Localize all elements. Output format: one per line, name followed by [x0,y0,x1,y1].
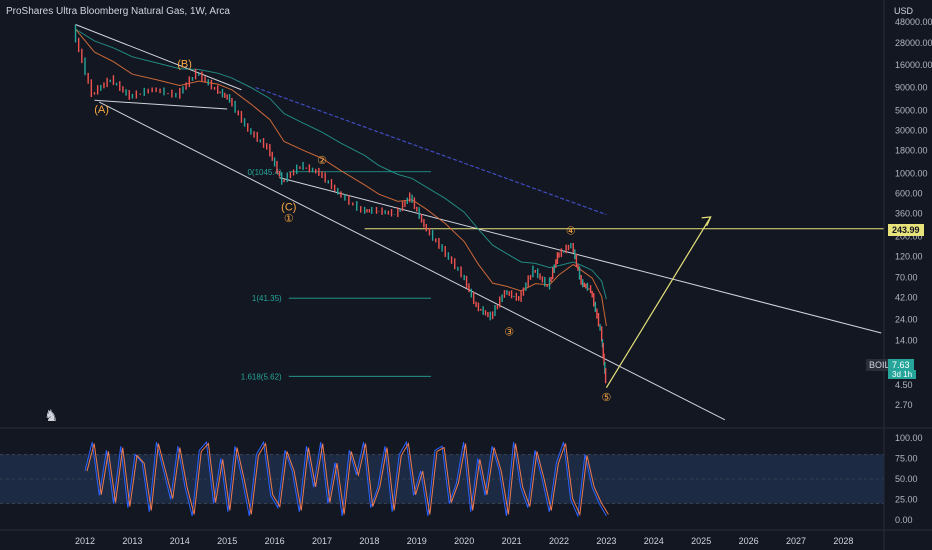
countdown-badge: 3d 1h [888,370,917,379]
wave-label: ② [317,155,327,167]
y-tick-label: 24.00 [895,314,918,324]
wave-label: (A) [94,104,109,116]
price-pane: 0(1045.4) 1(41.35) 1.618(5.62) (B) (A) (C)① ② ③… [74,24,884,421]
oscillator-tick-label: 50.00 [895,474,918,484]
x-tick-label: 2016 [265,536,285,546]
slow-ema-line [75,28,607,300]
wave-label: ① [284,213,294,225]
y-tick-label: 70.00 [895,273,918,283]
y-tick-label: 600.00 [895,189,923,199]
x-tick-label: 2027 [786,536,806,546]
channel-lower-line [98,101,726,421]
oscillator-pane [0,440,884,518]
fib-level-label: 1.618(5.62) [241,372,282,381]
oscillator-tick-label: 75.00 [895,454,918,464]
y-tick-label: 16000.00 [895,60,932,70]
projection-arrow-line [605,216,712,389]
chart-title: ProShares Ultra Bloomberg Natural Gas, 1… [6,6,230,17]
y-tick-label: 3000.00 [895,126,928,136]
x-tick-label: 2022 [549,536,569,546]
ticker-badge: BOIL [866,359,893,371]
x-tick-label: 2020 [454,536,474,546]
x-tick-label: 2024 [644,536,664,546]
x-tick-label: 2014 [170,536,190,546]
fast-ema-line [75,28,607,327]
x-tick-label: 2017 [312,536,332,546]
x-tick-label: 2025 [691,536,711,546]
x-tick-label: 2021 [502,536,522,546]
oscillator-tick-label: 0.00 [895,515,913,525]
channel-upper-segment [75,24,242,91]
y-tick-label: 1000.00 [895,169,928,179]
fib-level-label: 0(1045.4) [247,168,282,177]
oscillator-tick-label: 100.00 [895,433,923,443]
y-tick-label: 9000.00 [895,83,928,93]
wave-label: ③ [504,326,514,338]
fib-level-label: 1(41.35) [252,294,282,303]
long-trend-line [255,86,607,216]
x-tick-label: 2026 [739,536,759,546]
y-tick-label: 48000.00 [895,17,932,27]
x-tick-label: 2012 [75,536,95,546]
triangle-lower-line [94,99,228,110]
y-tick-label: 14.00 [895,336,918,346]
y-tick-label: 360.00 [895,209,923,219]
projection-arrow-head [701,216,712,227]
wave-label: (C) [281,201,296,213]
last-price-badge: 7.63 [888,359,914,371]
x-tick-label: 2013 [122,536,142,546]
oscillator-tick-label: 25.00 [895,495,918,505]
channel-upper-line [279,177,882,334]
y-tick-label: 28000.00 [895,38,932,48]
x-tick-label: 2019 [407,536,427,546]
y-tick-label: 1800.00 [895,146,928,156]
oscillator-k-line [84,440,607,518]
x-tick-label: 2023 [596,536,616,546]
y-tick-label: 200.00 [895,232,923,242]
oscillator-d-line [86,442,609,517]
x-tick-label: 2015 [217,536,237,546]
wave-label: ④ [566,226,576,238]
wave-label: (B) [177,59,192,71]
y-tick-label: 5000.00 [895,106,928,116]
logo-icon: ♞ [44,408,59,425]
wave-label: ⑤ [601,392,611,404]
target-price-badge: 243.99 [888,224,924,236]
x-tick-label: 2028 [833,536,853,546]
currency-label: USD [894,6,914,16]
y-tick-label: 120.00 [895,251,923,261]
y-tick-label: 4.50 [895,380,913,390]
x-tick-label: 2018 [359,536,379,546]
y-tick-label: 2.70 [895,400,913,410]
y-tick-label: 42.00 [895,293,918,303]
